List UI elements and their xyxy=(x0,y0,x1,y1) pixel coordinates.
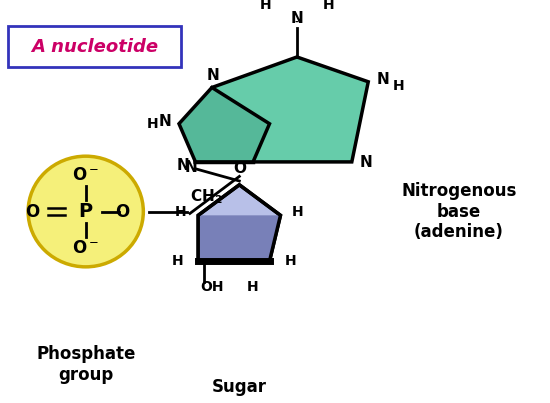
Text: H: H xyxy=(284,254,296,268)
Text: N: N xyxy=(359,155,372,170)
Text: N: N xyxy=(207,68,219,83)
Text: N: N xyxy=(185,160,197,175)
Text: OH: OH xyxy=(200,280,224,294)
Text: N: N xyxy=(376,73,389,87)
Text: Sugar: Sugar xyxy=(212,378,267,395)
Text: Nitrogenous
base
(adenine): Nitrogenous base (adenine) xyxy=(401,182,516,241)
Text: H: H xyxy=(292,205,304,219)
Text: N: N xyxy=(290,11,303,27)
Text: $\mathbf{CH_2}$: $\mathbf{CH_2}$ xyxy=(190,187,223,206)
Text: H: H xyxy=(323,0,334,12)
Text: H: H xyxy=(172,254,183,268)
Text: H: H xyxy=(259,0,271,12)
Text: N: N xyxy=(177,158,190,173)
Polygon shape xyxy=(198,215,280,261)
Text: H: H xyxy=(393,79,404,93)
Text: N: N xyxy=(159,114,172,129)
Text: Phosphate
group: Phosphate group xyxy=(36,345,135,384)
Text: $\mathbf{O}$: $\mathbf{O}$ xyxy=(25,203,41,220)
Text: $\mathbf{O}^-$: $\mathbf{O}^-$ xyxy=(72,166,99,184)
Text: H: H xyxy=(175,205,186,219)
Polygon shape xyxy=(198,185,280,261)
Text: $\mathbf{O}^-$: $\mathbf{O}^-$ xyxy=(72,239,99,257)
Text: H: H xyxy=(248,280,259,294)
Ellipse shape xyxy=(28,156,144,267)
Text: O: O xyxy=(233,162,246,177)
Text: $\mathbf{O}$: $\mathbf{O}$ xyxy=(116,203,131,220)
Text: A nucleotide: A nucleotide xyxy=(31,37,158,56)
Text: H: H xyxy=(147,117,158,131)
Text: $\mathbf{P}$: $\mathbf{P}$ xyxy=(78,202,94,221)
FancyBboxPatch shape xyxy=(8,27,180,66)
Polygon shape xyxy=(179,87,270,162)
Polygon shape xyxy=(195,57,368,162)
